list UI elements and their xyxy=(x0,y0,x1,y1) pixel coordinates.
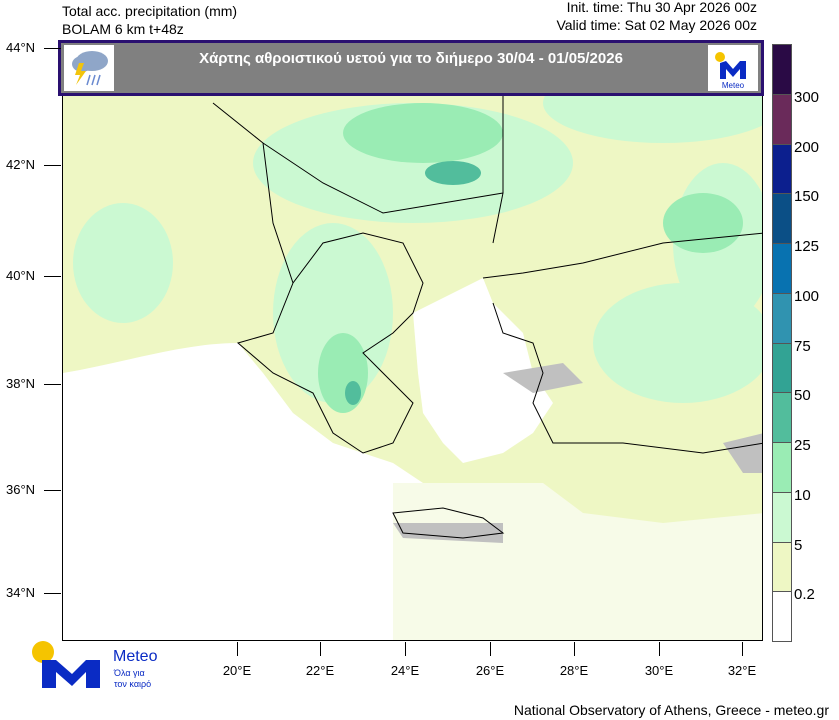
colorbar-label: 0.2 xyxy=(794,586,815,604)
lon-tick xyxy=(574,642,575,656)
colorbar-segment xyxy=(772,93,792,145)
lat-label: 42°N xyxy=(6,157,36,172)
colorbar-label: 75 xyxy=(794,337,811,355)
colorbar-label: 5 xyxy=(794,536,803,554)
lon-tick xyxy=(237,642,238,656)
colorbar-segment xyxy=(772,143,792,195)
meteo-logo-mark xyxy=(32,641,100,688)
title-banner: Χάρτης αθροιστικού υετού για το διήμερο … xyxy=(58,40,764,96)
lon-label: 30°E xyxy=(644,663,674,678)
lon-label: 28°E xyxy=(559,663,589,678)
svg-text:Meteo: Meteo xyxy=(722,81,745,90)
lon-tick xyxy=(659,642,660,656)
colorbar-label: 200 xyxy=(794,138,820,156)
colorbar-segment xyxy=(772,193,792,244)
colorbar-segment xyxy=(772,292,792,344)
lat-label: 34°N xyxy=(6,585,36,600)
coastline-greece xyxy=(236,232,424,454)
colorbar-segment xyxy=(772,442,792,493)
lat-tick xyxy=(44,490,61,491)
colorbar-segment xyxy=(772,491,792,543)
banner-title: Χάρτης αθροιστικού υετού για το διήμερο … xyxy=(199,50,623,67)
lat-tick xyxy=(44,276,61,277)
precipitation-map xyxy=(62,42,763,641)
lat-label: 36°N xyxy=(6,482,36,497)
lat-tick xyxy=(44,48,61,49)
model-run: BOLAM 6 km t+48z xyxy=(62,21,184,37)
colorbar-label: 125 xyxy=(794,238,820,255)
coastline-turkey xyxy=(482,232,762,454)
valid-time: Valid time: Sat 02 May 2026 00z xyxy=(556,17,757,33)
coastline-crete xyxy=(392,507,505,539)
lon-tick xyxy=(320,642,321,656)
lat-tick xyxy=(44,384,61,385)
south-sea xyxy=(393,483,762,640)
colorbar-label: 300 xyxy=(794,88,820,106)
aegean-sea xyxy=(413,278,553,463)
lat-label: 40°N xyxy=(6,268,36,283)
lon-tick xyxy=(742,642,743,656)
lon-label: 24°E xyxy=(390,663,420,678)
product-title: Total acc. precipitation (mm) xyxy=(62,3,238,19)
logo-name: Meteo xyxy=(113,648,158,665)
lon-label: 22°E xyxy=(305,663,335,678)
lon-tick xyxy=(405,642,406,656)
colorbar-label: 50 xyxy=(794,387,811,405)
colorbar-segment xyxy=(772,541,792,593)
lon-label: 26°E xyxy=(475,663,505,678)
logo-tagline-2: τον καιρό xyxy=(114,679,152,689)
border-lines xyxy=(212,93,504,284)
colorbar-segment xyxy=(772,243,792,294)
logo-tagline-1: Όλα για xyxy=(114,668,145,678)
colorbar-segment xyxy=(772,342,792,394)
lat-tick xyxy=(44,165,61,166)
lat-label: 38°N xyxy=(6,376,36,391)
colorbar-label: 25 xyxy=(794,437,811,454)
rain-cloud-lightning-icon xyxy=(64,45,114,91)
init-time: Init. time: Thu 30 Apr 2026 00z xyxy=(566,0,757,15)
lon-tick xyxy=(490,642,491,656)
lat-label: 44°N xyxy=(6,40,36,55)
colorbar-segment xyxy=(772,44,792,95)
colorbar-segment xyxy=(772,591,792,642)
footer-credit: National Observatory of Athens, Greece -… xyxy=(513,702,829,718)
colorbar-label: 100 xyxy=(794,287,820,305)
colorbar-label: 10 xyxy=(794,486,811,504)
lon-label: 32°E xyxy=(727,663,757,678)
colorbar-segment xyxy=(772,392,792,443)
colorbar-label: 150 xyxy=(794,188,820,206)
lon-label: 20°E xyxy=(222,663,252,678)
lat-tick xyxy=(44,593,61,594)
meteo-logo: Meteo Όλα για τον καιρό xyxy=(28,640,168,692)
meteo-logo-small: Meteo xyxy=(708,45,758,91)
map-canvas xyxy=(63,63,762,640)
